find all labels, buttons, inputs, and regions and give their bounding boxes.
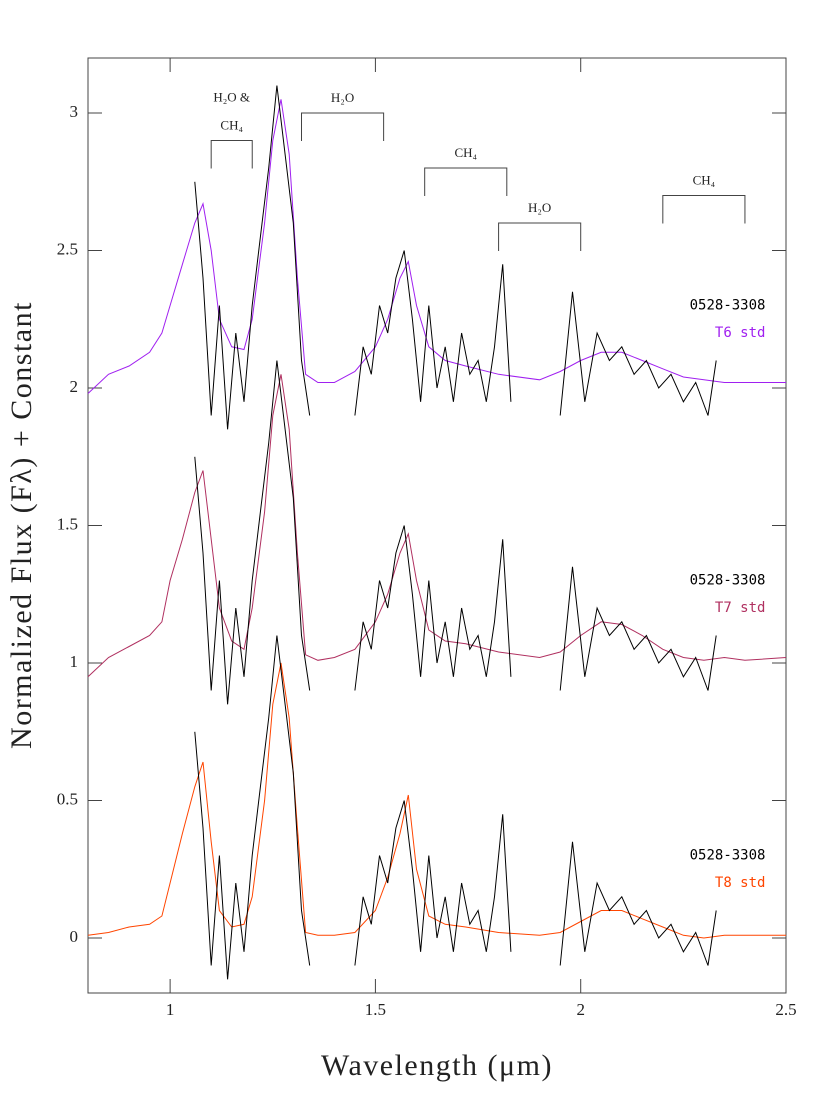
spectrum-line xyxy=(87,99,786,394)
x-tick-label: 2 xyxy=(576,1000,585,1019)
spectrum-line xyxy=(87,662,786,939)
band-bracket xyxy=(662,195,746,224)
x-tick-label: 2.5 xyxy=(775,1000,796,1019)
plot-frame xyxy=(87,57,787,994)
y-tick-label: 2.5 xyxy=(57,239,78,258)
band-bracket xyxy=(210,140,253,169)
band-bracket xyxy=(301,112,385,141)
spectrum-label: 0528-3308 xyxy=(690,298,766,314)
spectrum-line xyxy=(194,635,717,980)
spectrum-label: T7 std xyxy=(715,600,766,616)
band-label: CH₄ xyxy=(693,172,716,187)
spectrum-label: T8 std xyxy=(715,875,766,891)
y-tick-label: 2 xyxy=(70,377,79,396)
y-axis-title: Normalized Flux (Fλ) + Constant xyxy=(5,301,38,749)
y-tick-label: 1.5 xyxy=(57,514,78,533)
x-tick-label: 1.5 xyxy=(365,1000,386,1019)
y-tick-label: 1 xyxy=(70,652,79,671)
band-label: H₂O & xyxy=(213,89,250,104)
band-label: H₂O xyxy=(528,200,551,215)
band-bracket xyxy=(424,167,508,196)
spectrum-line xyxy=(87,374,787,678)
band-label: CH₄ xyxy=(454,145,477,160)
y-tick-label: 0.5 xyxy=(57,789,78,808)
spectrum-line xyxy=(194,85,717,430)
spectrum-line xyxy=(194,360,717,705)
x-tick-label: 1 xyxy=(166,1000,175,1019)
y-tick-label: 0 xyxy=(70,927,79,946)
band-label: CH₄ xyxy=(220,117,243,132)
spectrum-label: 0528-3308 xyxy=(690,573,766,589)
y-tick-label: 3 xyxy=(70,102,79,121)
spectrum-label: T6 std xyxy=(715,325,766,341)
spectrum-label: 0528-3308 xyxy=(690,848,766,864)
band-label: H₂O xyxy=(331,90,354,105)
band-bracket xyxy=(498,222,582,251)
x-axis-title: Wavelength (μm) xyxy=(321,1049,553,1082)
